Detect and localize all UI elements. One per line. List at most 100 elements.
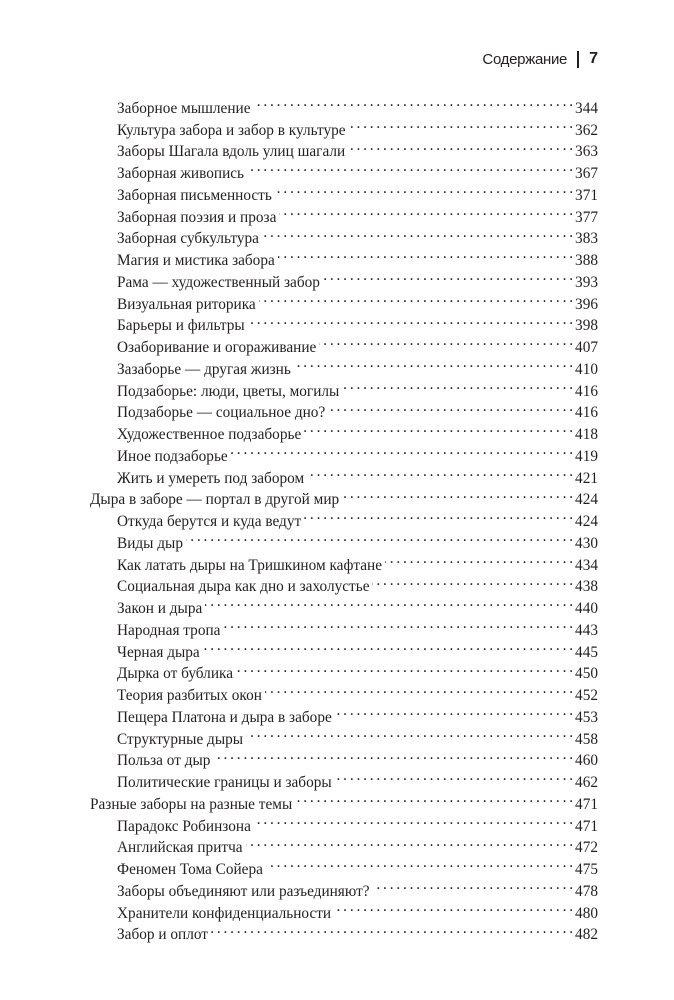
toc-entry[interactable]: Культура забора и забор в культуре 362 [90,113,598,139]
toc-entry-page: 377 [575,208,598,226]
toc-entry[interactable]: Феномен Тома Сойера 475 [90,852,598,878]
toc-entry-title: Английская притча [117,839,243,857]
toc-entry[interactable]: Жить и умереть под забором 421 [90,461,598,487]
toc-entry-page: 452 [575,687,598,705]
toc-entry[interactable]: Народная тропа 443 [90,613,598,639]
toc-entry-page: 410 [575,360,598,378]
toc-entry[interactable]: Черная дыра 445 [90,635,598,661]
dot-leader [323,265,573,287]
toc-entry[interactable]: Как латать дыры на Тришкином кафтане 434 [90,548,598,574]
toc-entry-page: 419 [575,447,598,465]
toc-entry[interactable]: Заборы объединяют или разъединяют? 478 [90,874,598,900]
toc-entry[interactable]: Подзаборье — социальное дно? 416 [90,396,598,421]
toc-entry-page: 438 [575,578,598,596]
dot-leader [304,417,573,439]
dot-leader [348,135,573,157]
toc-entry-title: Заборная поэзия и проза [117,208,277,226]
header-divider [577,50,580,68]
dot-leader [295,787,573,809]
toc-entry[interactable]: Заборная субкультура 383 [90,222,598,247]
toc-entry-page: 430 [575,534,598,552]
toc-entry-page: 434 [575,556,598,574]
dot-leader [254,809,573,831]
toc-entry-title: Теория разбитых окон [117,687,262,705]
toc-entry-title: Заборы объединяют или разъединяют? [117,882,370,900]
toc-entry-title: Политические границы и заборы [117,774,332,792]
toc-entry[interactable]: Закон и дыра 440 [90,591,598,617]
toc-entry[interactable]: Виды дыр 430 [90,526,598,552]
toc-chapter-entry[interactable]: Дыра в заборе — портал в другой мир 424 [90,483,598,508]
toc-entry-page: 396 [575,295,598,313]
toc-entry-page: 478 [575,882,598,900]
dot-leader [342,483,573,505]
toc-entry-page: 424 [575,513,598,531]
dot-leader [334,896,573,918]
toc-entry-title: Барьеры и фильтры [117,317,245,335]
dot-leader [223,613,573,635]
dot-leader [265,678,573,700]
dot-leader [262,222,573,244]
toc-entry-title: Подзаборье — социальное дно? [117,404,326,422]
dot-leader [211,918,573,940]
toc-entry-title: Структурные дыры [117,730,244,748]
toc-entry[interactable]: Политические границы и заборы 462 [90,765,598,791]
toc-entry-title: Иное подзаборье [117,447,228,465]
toc-entry[interactable]: Иное подзаборье 419 [90,439,598,465]
toc-entry-page: 371 [575,186,598,204]
dot-leader [335,700,573,722]
toc-entry-page: 471 [575,817,598,835]
table-of-contents: Заборное мышление344Культура забора и за… [90,91,598,944]
toc-entry[interactable]: Парадокс Робинзона 471 [90,809,598,835]
toc-entry-page: 440 [575,600,598,618]
toc-entry-page: 472 [575,839,598,857]
dot-leader [259,287,573,309]
toc-entry[interactable]: Английская притча 472 [90,831,598,856]
dot-leader [205,591,573,613]
toc-entry-title: Как латать дыры на Тришкином кафтане [117,556,383,574]
toc-entry[interactable]: Теория разбитых окон 452 [90,678,598,704]
toc-entry[interactable]: Зазаборье — другая жизнь 410 [90,352,598,378]
dot-leader [349,113,573,135]
toc-entry-page: 445 [575,643,598,661]
toc-entry-title: Черная дыра [117,643,200,661]
toc-entry-title: Дыра в заборе — портал в другой мир [90,491,340,509]
toc-entry-page: 393 [575,273,598,291]
toc-entry[interactable]: Заборное мышление 344 [90,91,598,117]
toc-entry[interactable]: Подзаборье: люди, цветы, могилы 416 [90,374,598,400]
dot-leader [213,744,573,766]
toc-entry[interactable]: Заборная живопись 367 [90,156,598,182]
toc-entry[interactable]: Заборная поэзия и проза 377 [90,200,598,226]
toc-entry[interactable]: Дырка от бублика 450 [90,657,598,682]
dot-leader [266,852,573,874]
toc-entry-page: 453 [575,708,598,726]
toc-entry-title: Народная тропа [117,621,221,639]
dot-leader [275,178,573,200]
toc-entry-page: 418 [575,426,598,444]
toc-entry-title: Заборное мышление [117,99,251,117]
dot-leader [372,570,573,592]
dot-leader [186,526,573,548]
toc-entry-page: 388 [575,252,598,270]
toc-entry-page: 344 [575,99,598,117]
toc-entry-page: 424 [575,491,598,509]
toc-entry[interactable]: Структурные дыры 458 [90,722,598,748]
toc-entry[interactable]: Барьеры и фильтры 398 [90,309,598,334]
toc-entry-title: Озаборивание и огораживание [117,339,317,357]
toc-entry[interactable]: Визуальная риторика 396 [90,287,598,313]
toc-entry-page: 416 [575,404,598,422]
toc-entry-title: Разные заборы на разные темы [90,795,293,813]
toc-entry[interactable]: Польза от дыр 460 [90,744,598,769]
toc-entry[interactable]: Озаборивание и огораживание 407 [90,330,598,356]
toc-entry[interactable]: Магия и мистика забора 388 [90,243,598,269]
dot-leader [304,504,573,526]
toc-chapter-entry[interactable]: Разные заборы на разные темы 471 [90,787,598,813]
toc-entry-title: Визуальная риторика [117,295,256,313]
toc-entry[interactable]: Забор и оплот 482 [90,918,598,943]
toc-entry-title: Закон и дыра [117,600,203,618]
dot-leader [231,439,573,461]
dot-leader [294,352,573,374]
toc-entry-title: Польза от дыр [117,752,211,770]
toc-entry[interactable]: Заборная письменность 371 [90,178,598,204]
toc-entry-title: Культура забора и забор в культуре [117,121,346,139]
toc-entry-page: 443 [575,621,598,639]
